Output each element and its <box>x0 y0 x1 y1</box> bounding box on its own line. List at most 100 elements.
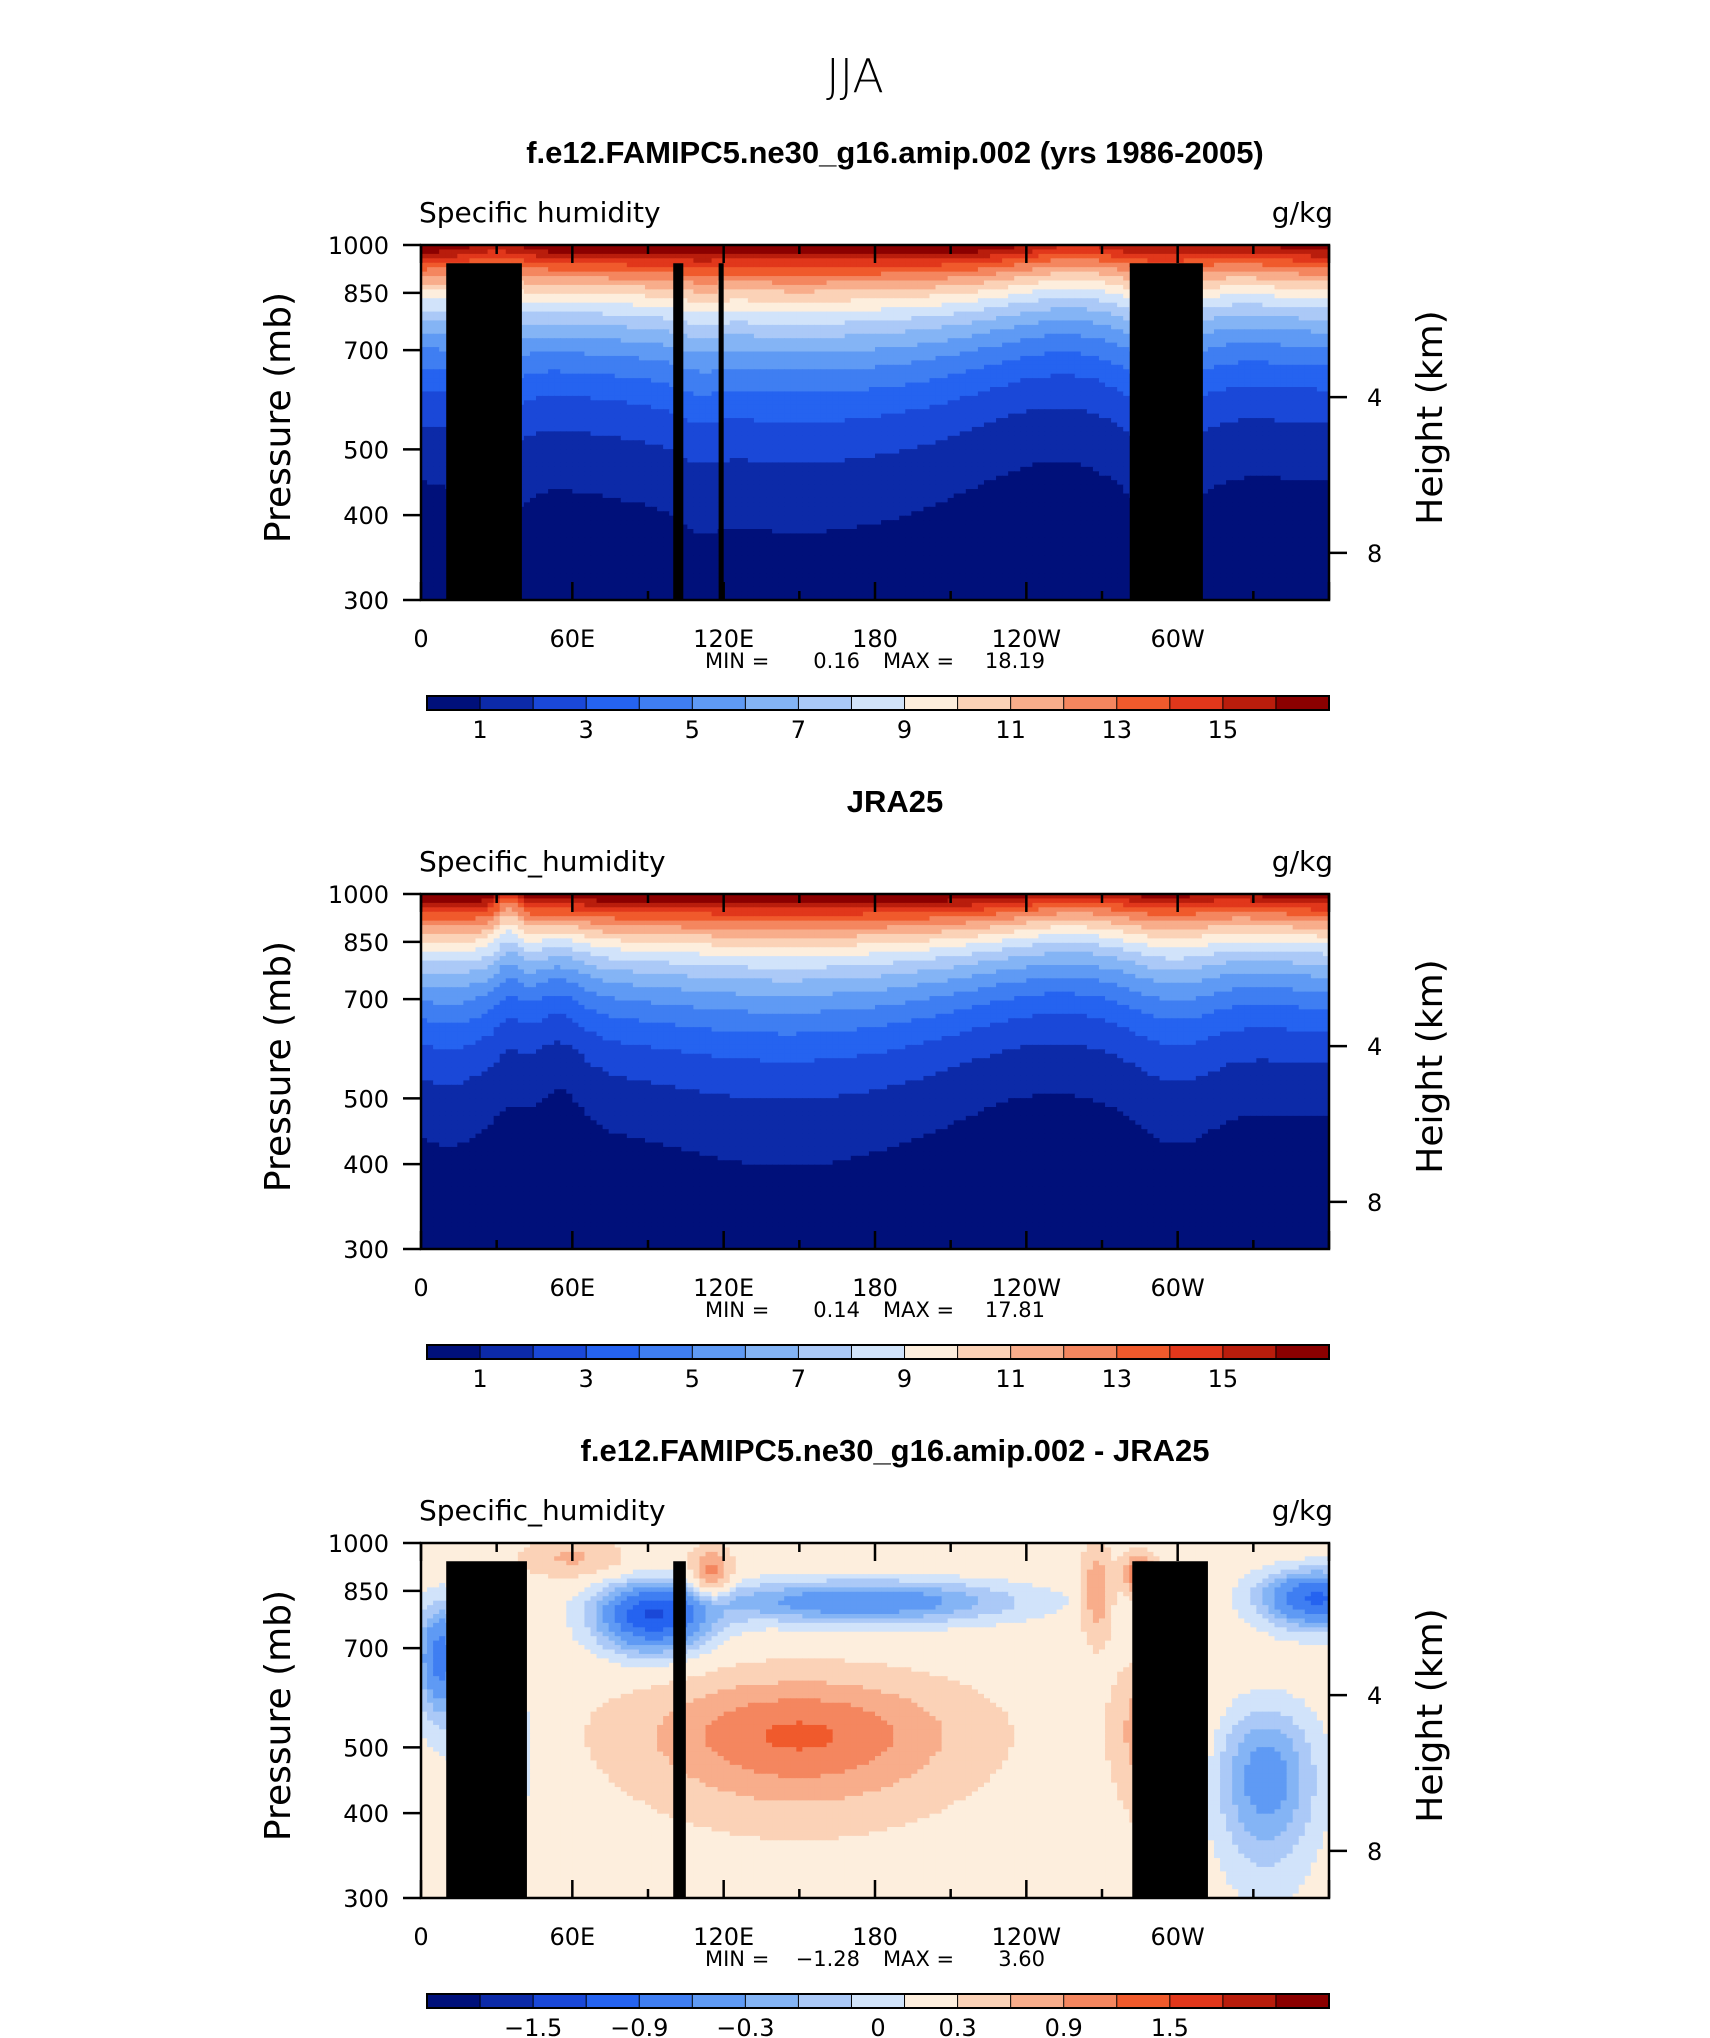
field-cell <box>935 276 943 282</box>
field-cell <box>626 355 634 361</box>
field-cell <box>663 289 670 295</box>
field-cell <box>427 258 434 264</box>
field-cell <box>669 276 676 282</box>
field-cell <box>699 298 707 304</box>
field-cell <box>1286 329 1294 335</box>
field-cell <box>1111 378 1118 384</box>
field-cell <box>1244 316 1251 322</box>
field-cell <box>1226 258 1233 264</box>
field-cell <box>868 280 876 286</box>
field-cell <box>1098 253 1106 259</box>
field-cell <box>1322 369 1329 375</box>
field-cell <box>778 373 785 379</box>
field-cell <box>566 311 573 317</box>
field-cell <box>1092 302 1100 308</box>
field-cell <box>1213 302 1221 308</box>
field-cell <box>1280 347 1288 353</box>
field-cell <box>753 293 761 299</box>
field-cell <box>1026 311 1033 317</box>
field-cell <box>1002 245 1009 251</box>
field-cell <box>1123 369 1130 375</box>
field-cell <box>1050 347 1058 353</box>
field-cell <box>844 360 852 366</box>
field-cell <box>759 387 767 393</box>
field-cell <box>523 338 531 344</box>
field-cell <box>1256 258 1264 264</box>
field-cell <box>832 280 840 286</box>
field-cell <box>1207 307 1215 313</box>
field-cell <box>759 276 767 282</box>
field-cell <box>475 245 483 251</box>
field-cell <box>1232 378 1239 384</box>
field-cell <box>1014 355 1021 361</box>
field-cell <box>602 316 610 322</box>
field-cell <box>778 347 785 353</box>
field-cell <box>875 320 882 326</box>
field-cell <box>1262 262 1270 268</box>
field-cell <box>584 324 592 330</box>
field-cell <box>1038 284 1046 290</box>
field-cell <box>705 311 713 317</box>
field-cell <box>1105 369 1112 375</box>
field-cell <box>1062 258 1070 264</box>
field-cell <box>735 329 743 335</box>
field-cell <box>856 360 864 366</box>
field-cell <box>554 293 561 299</box>
field-cell <box>433 338 440 344</box>
field-cell <box>759 245 767 251</box>
field-cell <box>1298 302 1306 308</box>
field-cell <box>1286 276 1294 282</box>
field-cell <box>947 271 955 277</box>
field-cell <box>723 364 731 370</box>
field-cell <box>1201 378 1209 384</box>
field-cell <box>1262 316 1270 322</box>
field-cell <box>560 342 567 348</box>
field-cell <box>772 258 779 264</box>
field-cell <box>729 284 737 290</box>
field-cell <box>427 364 434 370</box>
field-cell <box>1280 355 1288 361</box>
field-cell <box>602 267 610 273</box>
field-cell <box>584 355 592 361</box>
field-cell <box>1105 338 1112 344</box>
field-cell <box>560 245 567 251</box>
field-cell <box>868 360 876 366</box>
field-cell <box>614 329 622 335</box>
field-cell <box>820 373 828 379</box>
field-cell <box>439 329 446 335</box>
field-cell <box>1213 249 1221 255</box>
field-cell <box>729 342 737 348</box>
field-cell <box>778 307 785 313</box>
field-cell <box>1201 245 1209 251</box>
field-cell <box>1310 387 1318 393</box>
field-cell <box>1213 347 1221 353</box>
field-cell <box>971 311 979 317</box>
field-cell <box>548 276 555 282</box>
field-cell <box>965 298 973 304</box>
field-cell <box>427 382 434 388</box>
field-cell <box>681 307 688 313</box>
field-cell <box>1201 382 1209 388</box>
field-cell <box>584 284 592 290</box>
field-cell <box>1250 298 1257 304</box>
field-cell <box>1008 320 1015 326</box>
field-cell <box>983 342 991 348</box>
field-cell <box>790 378 797 384</box>
field-cell <box>983 249 991 255</box>
field-cell <box>741 267 749 273</box>
field-cell <box>1268 276 1276 282</box>
field-cell <box>983 373 991 379</box>
field-cell <box>772 347 779 353</box>
field-cell <box>626 387 634 393</box>
field-cell <box>1292 378 1300 384</box>
field-cell <box>560 258 567 264</box>
field-cell <box>784 276 791 282</box>
field-cell <box>850 249 858 255</box>
field-cell <box>644 338 652 344</box>
field-cell <box>923 324 931 330</box>
field-cell <box>632 267 640 273</box>
field-cell <box>1098 284 1106 290</box>
field-cell <box>1244 298 1251 304</box>
field-cell <box>1068 324 1076 330</box>
field-cell <box>536 360 543 366</box>
